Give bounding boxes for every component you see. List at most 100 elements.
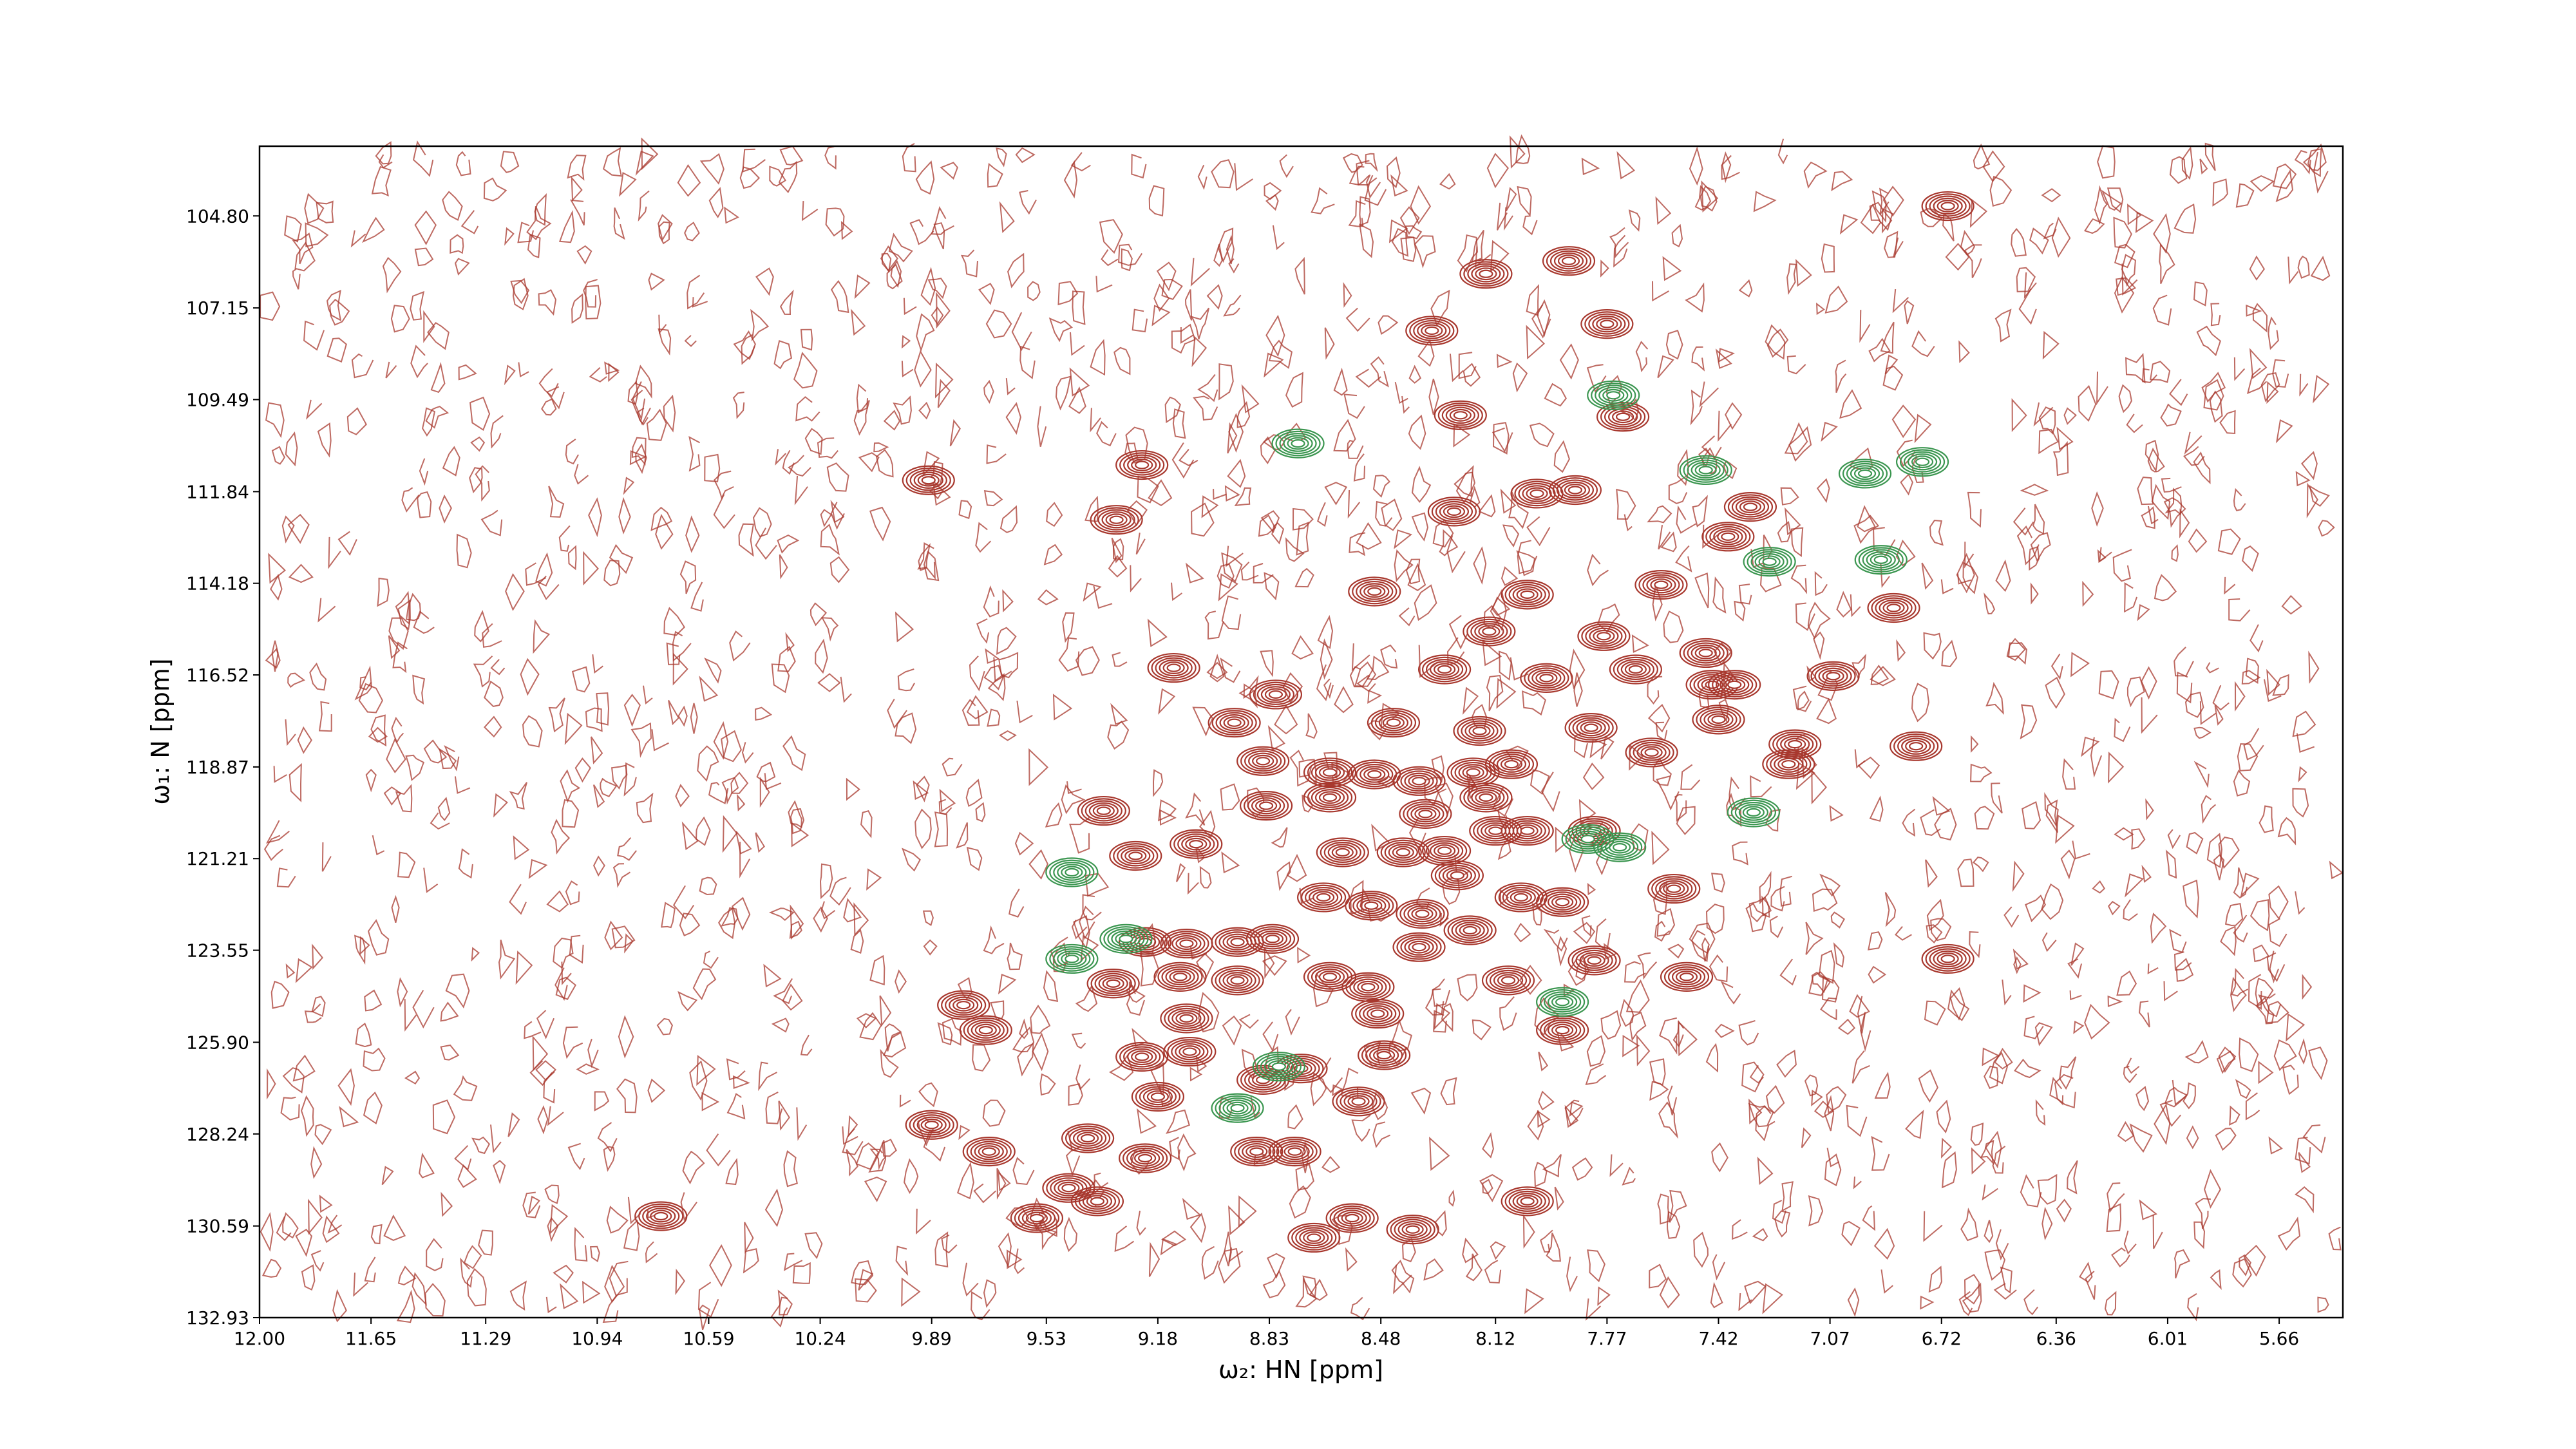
noise-contour bbox=[623, 1219, 640, 1251]
peak-contour bbox=[1105, 513, 1128, 527]
peak-contour bbox=[1352, 578, 1397, 605]
noise-contour bbox=[368, 726, 388, 743]
noise-contour bbox=[840, 221, 853, 240]
noise-contour bbox=[2125, 352, 2146, 384]
noise-contour bbox=[880, 1048, 899, 1078]
peak-contour bbox=[1579, 952, 1609, 969]
peak-contour bbox=[1211, 710, 1257, 736]
noise-contour bbox=[800, 328, 813, 351]
noise-contour bbox=[2239, 1254, 2251, 1276]
peak-contour bbox=[1435, 500, 1473, 522]
peak-contour bbox=[1701, 678, 1723, 692]
peak-contour bbox=[974, 1023, 997, 1037]
noise-contour bbox=[1846, 1104, 1868, 1137]
noise-contour bbox=[1660, 531, 1677, 553]
noise-contour bbox=[1408, 414, 1426, 450]
peak-contour bbox=[1497, 974, 1520, 987]
noise-contour bbox=[883, 410, 901, 431]
peak-contour bbox=[1551, 895, 1574, 909]
noise-contour bbox=[1132, 308, 1148, 333]
noise-contour bbox=[1508, 491, 1529, 529]
peak bbox=[1236, 746, 1290, 776]
noise-contour bbox=[1609, 227, 1629, 258]
peak-contour bbox=[1185, 837, 1208, 851]
peak-contour bbox=[1453, 411, 1468, 420]
noise-contour bbox=[1390, 174, 1408, 197]
peak-contour bbox=[1291, 439, 1305, 448]
noise-contour bbox=[2154, 1103, 2171, 1146]
noise-contour bbox=[1090, 408, 1101, 433]
noise-contour bbox=[310, 1146, 323, 1179]
peak-contour bbox=[978, 1026, 993, 1035]
noise-contour bbox=[848, 1115, 858, 1138]
noise-contour bbox=[460, 210, 479, 234]
noise-contour bbox=[1469, 486, 1481, 508]
noise-contour bbox=[800, 1034, 813, 1056]
peak-contour bbox=[1077, 795, 1130, 826]
peak-contour bbox=[1690, 644, 1721, 662]
noise-contour bbox=[810, 602, 828, 627]
noise-contour bbox=[2029, 545, 2040, 571]
noise-contour bbox=[305, 222, 329, 247]
noise-contour bbox=[1503, 207, 1513, 231]
peak-contour bbox=[1650, 578, 1672, 592]
peak-contour bbox=[1838, 459, 1892, 489]
peak-contour bbox=[1459, 259, 1513, 289]
noise-contour bbox=[942, 1018, 962, 1046]
noise-contour bbox=[985, 309, 1012, 339]
noise-contour bbox=[1193, 395, 1218, 421]
noise-contour bbox=[1191, 502, 1215, 537]
noise-contour bbox=[1348, 200, 1366, 227]
peak-contour bbox=[1447, 917, 1493, 943]
noise-contour bbox=[783, 1150, 798, 1188]
noise-contour bbox=[567, 155, 587, 181]
noise-contour bbox=[547, 1106, 564, 1126]
noise-contour bbox=[500, 151, 520, 173]
peak-contour bbox=[1535, 671, 1558, 685]
noise-contour bbox=[439, 748, 457, 770]
peak bbox=[905, 1110, 958, 1140]
noise-contour bbox=[804, 428, 823, 455]
noise-contour bbox=[1814, 571, 1828, 596]
peak-contour bbox=[1115, 450, 1169, 480]
peak-contour bbox=[1115, 1041, 1169, 1072]
noise-contour bbox=[1566, 1256, 1578, 1293]
peak bbox=[1542, 246, 1596, 276]
peak bbox=[1596, 402, 1650, 432]
noise-contour bbox=[1132, 1028, 1148, 1047]
noise-contour bbox=[609, 544, 634, 574]
noise-contour bbox=[1527, 1110, 1544, 1141]
noise-contour bbox=[1554, 1186, 1564, 1211]
noise-contour bbox=[743, 1248, 759, 1274]
noise-contour bbox=[2082, 580, 2094, 607]
peak-contour bbox=[1255, 799, 1278, 813]
peak-contour bbox=[1364, 901, 1379, 910]
noise-contour bbox=[778, 160, 798, 194]
noise-contour bbox=[2051, 216, 2071, 258]
noise-contour bbox=[940, 162, 958, 180]
peak-contour bbox=[1223, 716, 1245, 730]
peak-contour bbox=[1770, 753, 1808, 775]
noise-contour bbox=[1285, 537, 1305, 562]
noise-contour bbox=[1264, 572, 1280, 601]
noise-contour bbox=[1378, 315, 1399, 335]
noise-contour bbox=[585, 707, 603, 732]
noise-contour bbox=[1386, 156, 1401, 189]
noise-contour bbox=[363, 1092, 383, 1124]
noise-contour bbox=[1213, 244, 1223, 267]
noise-contour bbox=[1028, 849, 1049, 880]
peak-contour bbox=[1735, 498, 1766, 516]
noise-contour bbox=[856, 1013, 877, 1028]
peak-contour bbox=[1074, 1188, 1121, 1215]
noise-contour bbox=[2032, 504, 2045, 535]
noise-contour bbox=[569, 934, 584, 964]
noise-contour bbox=[1238, 1014, 1259, 1029]
noise-contour bbox=[1375, 500, 1393, 527]
peak-contour bbox=[1544, 991, 1582, 1013]
peak-contour bbox=[1488, 751, 1535, 777]
noise-contour bbox=[1324, 327, 1335, 360]
noise-contour bbox=[1189, 1213, 1206, 1244]
noise-contour bbox=[1940, 579, 1954, 594]
peak-contour bbox=[1054, 1179, 1084, 1197]
peak bbox=[1303, 757, 1357, 788]
